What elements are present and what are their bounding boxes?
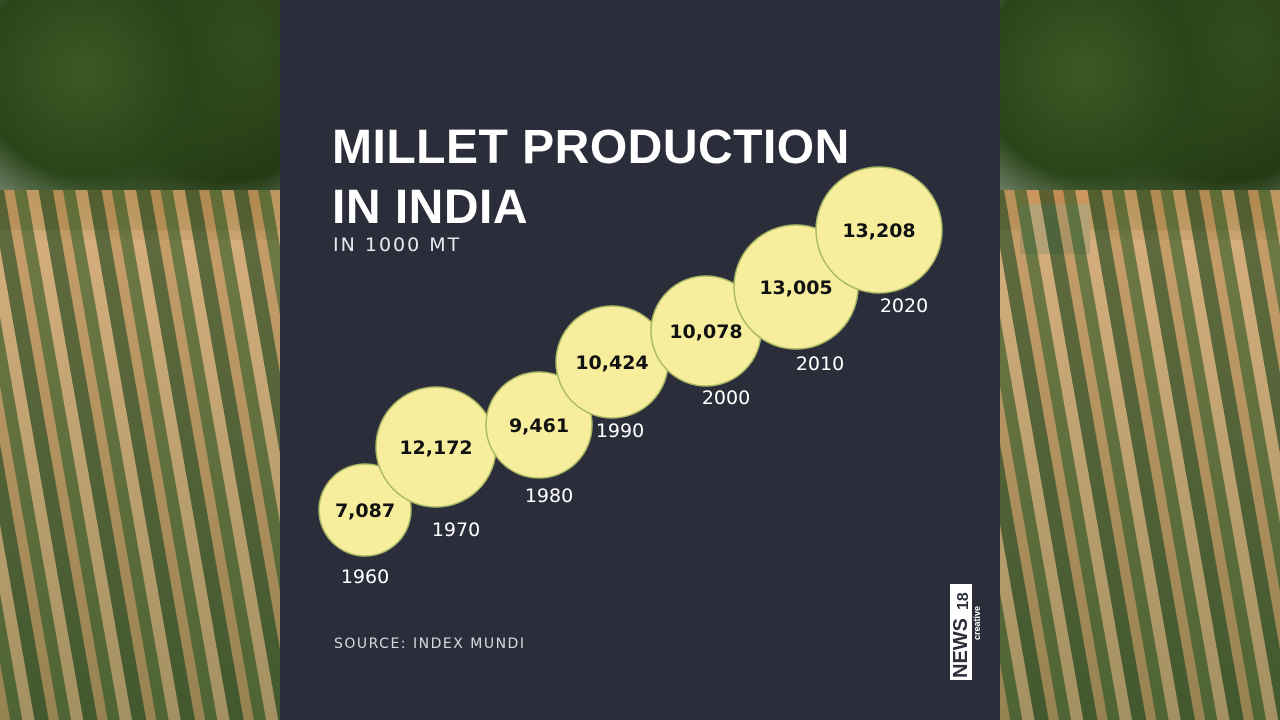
value-label: 12,172 [399, 437, 472, 459]
bubble-1980 [485, 371, 593, 479]
value-label: 10,078 [669, 321, 742, 343]
svg-text:18: 18 [955, 592, 972, 610]
bubble-1960 [318, 463, 412, 557]
background-photo-right [1000, 0, 1280, 720]
chart-subtitle: IN 1000 MT [333, 234, 462, 256]
bubble-2020 [815, 166, 943, 294]
year-label: 1990 [596, 420, 644, 442]
news18-logo: NEWS 18 creative [950, 584, 982, 680]
bubble-chart: 7,087 1960 12,172 1970 9,461 1980 10,424 1990 10… [318, 166, 943, 588]
year-label: 1960 [341, 566, 389, 588]
source-note: SOURCE: INDEX MUNDI [334, 636, 526, 652]
value-label: 13,005 [759, 277, 832, 299]
svg-text:NEWS: NEWS [950, 618, 972, 678]
year-label: 1980 [525, 485, 573, 507]
value-label: 9,461 [509, 415, 569, 437]
year-label: 2000 [702, 387, 750, 409]
chart-title: MILLET PRODUCTION IN INDIA [332, 121, 850, 234]
year-label: 1970 [432, 519, 480, 541]
year-label: 2020 [880, 295, 928, 317]
background-photo-left [0, 0, 280, 720]
year-label: 2010 [796, 353, 844, 375]
value-label: 10,424 [575, 352, 648, 374]
value-label: 7,087 [335, 500, 395, 522]
infographic-panel: MILLET PRODUCTION IN INDIA IN 1000 MT 7,0… [280, 0, 1000, 720]
value-label: 13,208 [842, 220, 915, 242]
svg-text:creative: creative [972, 606, 982, 640]
